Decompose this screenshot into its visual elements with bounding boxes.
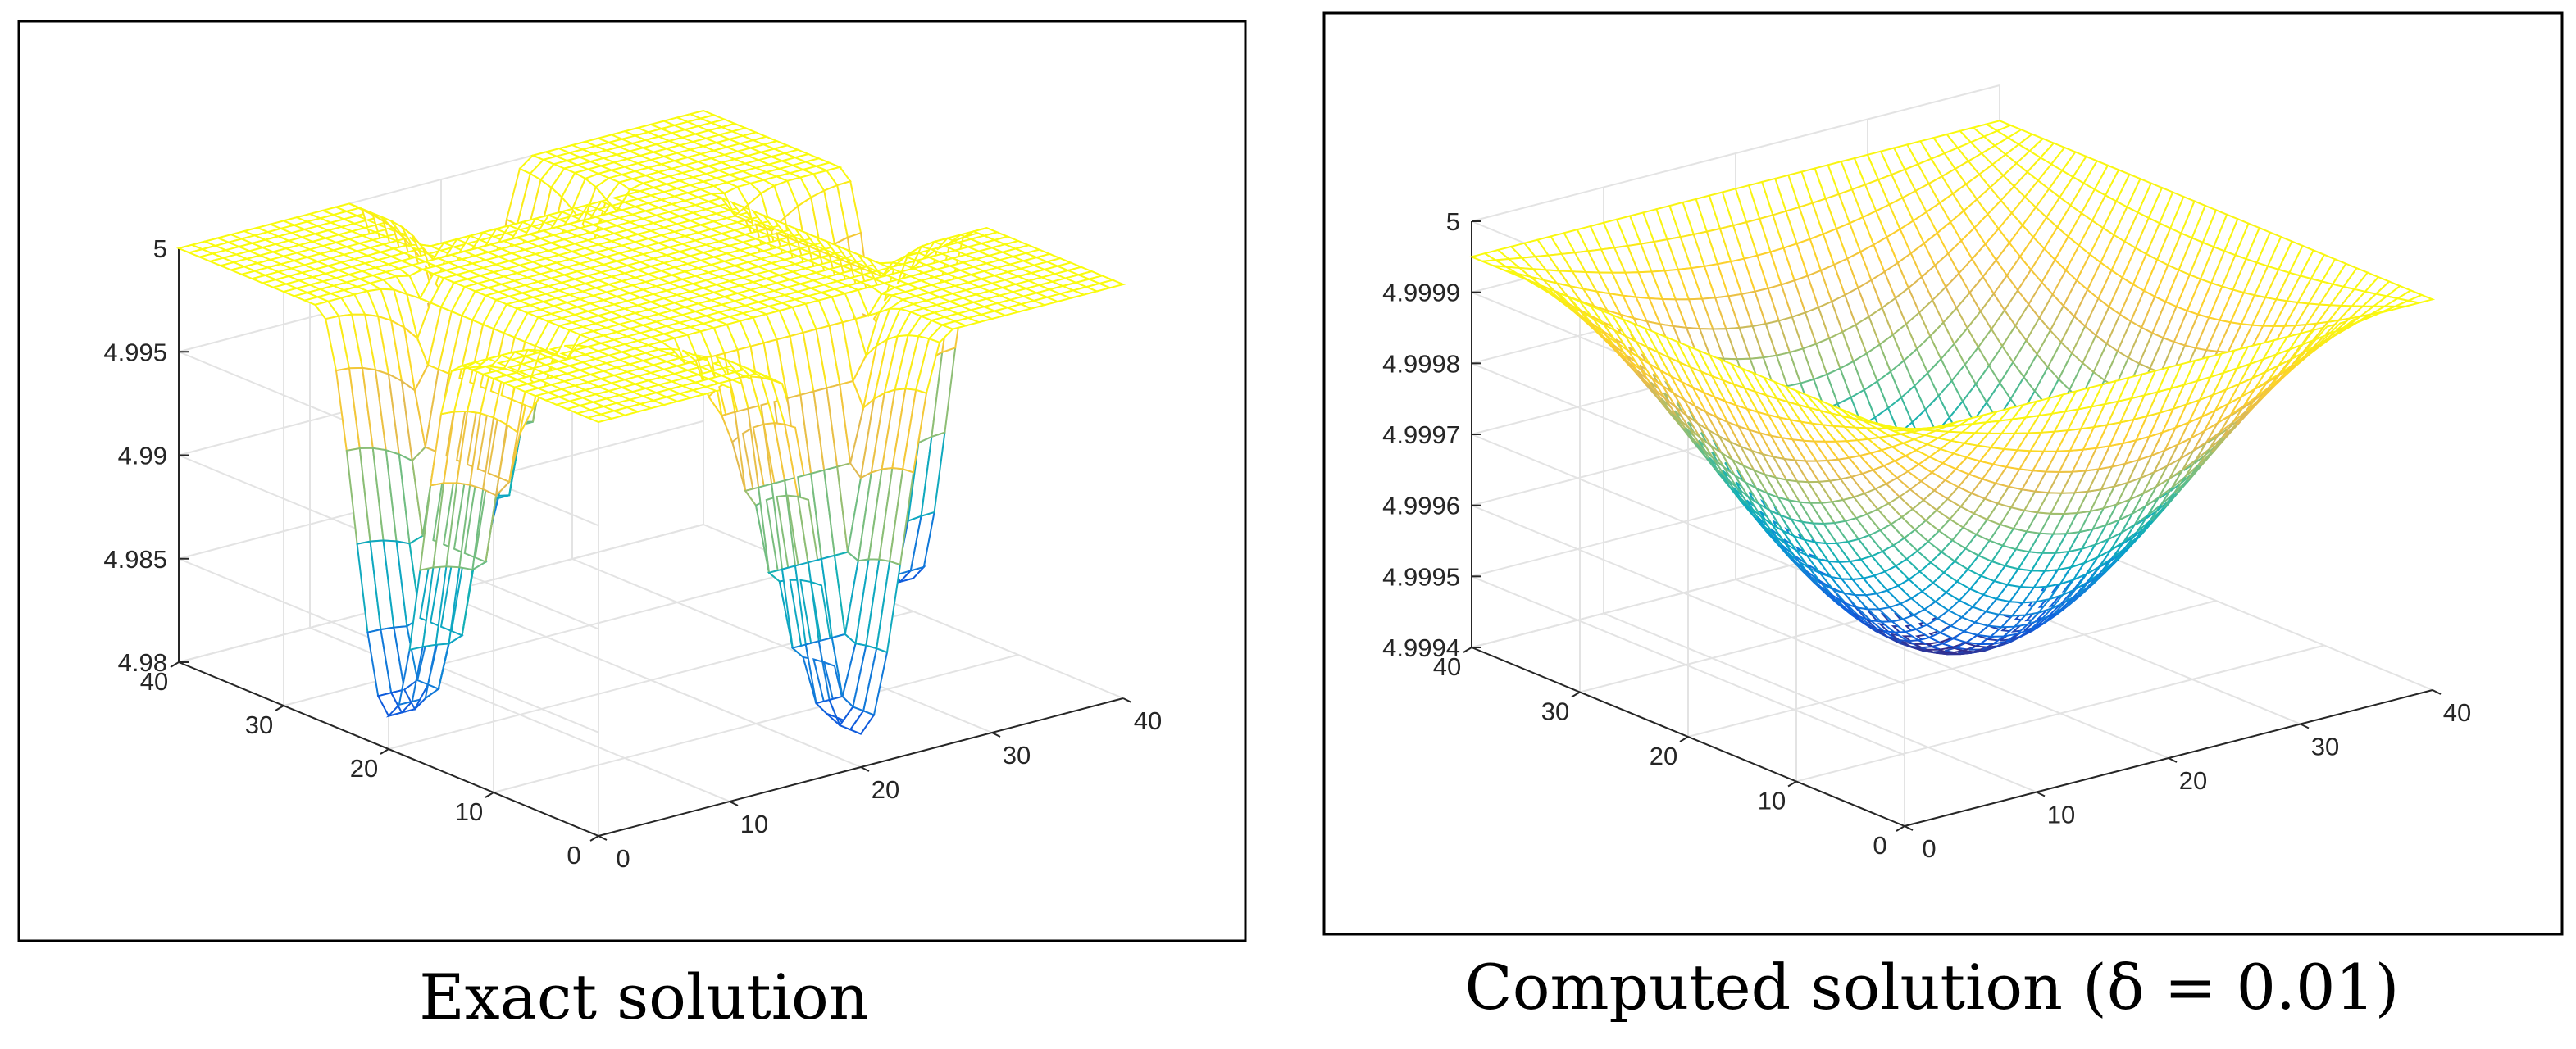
chart-computed-solution: 0 10 20 30 40 0 10 20 30 40 4.9994 4.9995 4.9996 4.99…	[1288, 0, 2576, 1049]
wall-gridline-z	[1471, 84, 2000, 222]
z-tick-label: 4.98	[118, 648, 167, 677]
x-tick-label: 40	[2443, 698, 2471, 727]
x-tick-label: 30	[1003, 741, 1031, 770]
surface-mesh	[175, 109, 1126, 735]
y-tick-mark	[275, 705, 284, 711]
y-tick-mark	[170, 661, 180, 668]
x-tick-mark	[2300, 723, 2310, 729]
chart-exact-solution: 0 10 20 30 40 0 10 20 30 40 4.98 4.985 4.99 4.995 5 Ex…	[17, 20, 1247, 1033]
y-tick-mark	[1896, 825, 1905, 832]
floor-gridline-y	[1687, 600, 2217, 738]
x-tick-label: 20	[2179, 766, 2207, 795]
z-tick-label: 5	[153, 234, 167, 263]
z-tick-label: 4.9997	[1382, 420, 1460, 449]
x-tick-mark	[729, 801, 739, 806]
x-tick-mark	[2036, 791, 2046, 797]
x-tick-mark	[991, 732, 1001, 738]
x-tick-label: 20	[872, 775, 899, 804]
y-tick-label: 40	[140, 667, 168, 696]
x-tick-mark	[1122, 697, 1132, 703]
y-tick-mark	[380, 748, 389, 755]
y-tick-label: 10	[1758, 787, 1786, 815]
y-tick-label: 0	[567, 841, 580, 870]
wall-gridline-z	[1471, 575, 1905, 756]
x-tick-label: 10	[2047, 801, 2075, 829]
y-tick-mark	[1571, 691, 1581, 698]
mesh-cell	[2405, 293, 2436, 304]
y-tick-label: 10	[455, 797, 483, 826]
caption-exact: Exact solution	[419, 960, 869, 1033]
x-tick-mark	[1904, 825, 1914, 831]
axes: 0102030400102030404.99944.99954.99964.99…	[1382, 207, 2471, 863]
y-tick-label: 20	[350, 754, 378, 783]
y-tick-label: 20	[1650, 742, 1677, 770]
z-tick-label: 4.9999	[1382, 279, 1460, 307]
wall-gridline-z	[1471, 504, 1905, 685]
surface-mesh	[1468, 120, 2436, 656]
floor-gridline-x	[571, 558, 993, 733]
z-tick-label: 4.9998	[1382, 349, 1460, 378]
x-tick-label: 0	[616, 844, 630, 873]
y-tick-label: 30	[245, 711, 273, 739]
x-tick-label: 30	[2311, 733, 2339, 761]
x-tick-mark	[2432, 689, 2442, 695]
caption-computed: Computed solution (δ = 0.01)	[1464, 951, 2400, 1024]
y-tick-mark	[1679, 736, 1689, 742]
x-tick-mark	[598, 835, 608, 841]
z-tick-label: 4.985	[103, 545, 167, 574]
surface-plot-computed: 0102030400102030404.99944.99954.99964.99…	[1322, 11, 2564, 936]
floor-gridline-y	[283, 567, 809, 706]
z-tick-label: 4.9994	[1382, 633, 1460, 662]
y-tick-label: 30	[1541, 697, 1569, 726]
y-tick-label: 0	[1873, 831, 1886, 860]
y-tick-mark	[485, 792, 494, 798]
x-tick-mark	[860, 766, 870, 772]
x-tick-mark	[2168, 757, 2178, 763]
mesh-cell	[1097, 279, 1126, 289]
y-tick-mark	[1787, 780, 1797, 788]
z-tick-label: 4.99	[118, 442, 167, 470]
y-tick-mark	[1463, 647, 1472, 653]
y-tick-mark	[589, 835, 599, 842]
z-tick-label: 4.9996	[1382, 492, 1460, 520]
y-tick-label: 40	[1433, 652, 1461, 681]
x-tick-label: 40	[1134, 706, 1162, 735]
x-tick-label: 10	[740, 810, 768, 838]
x-tick-label: 0	[1922, 834, 1936, 863]
z-tick-label: 4.9995	[1382, 562, 1460, 591]
z-tick-label: 5	[1446, 207, 1460, 236]
z-tick-label: 4.995	[103, 338, 167, 366]
